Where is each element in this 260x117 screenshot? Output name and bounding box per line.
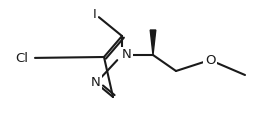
Text: O: O [205, 53, 215, 66]
Text: I: I [93, 7, 97, 20]
Text: Cl: Cl [15, 51, 28, 64]
Text: N: N [122, 49, 132, 62]
Text: N: N [91, 77, 101, 90]
Polygon shape [150, 30, 156, 55]
